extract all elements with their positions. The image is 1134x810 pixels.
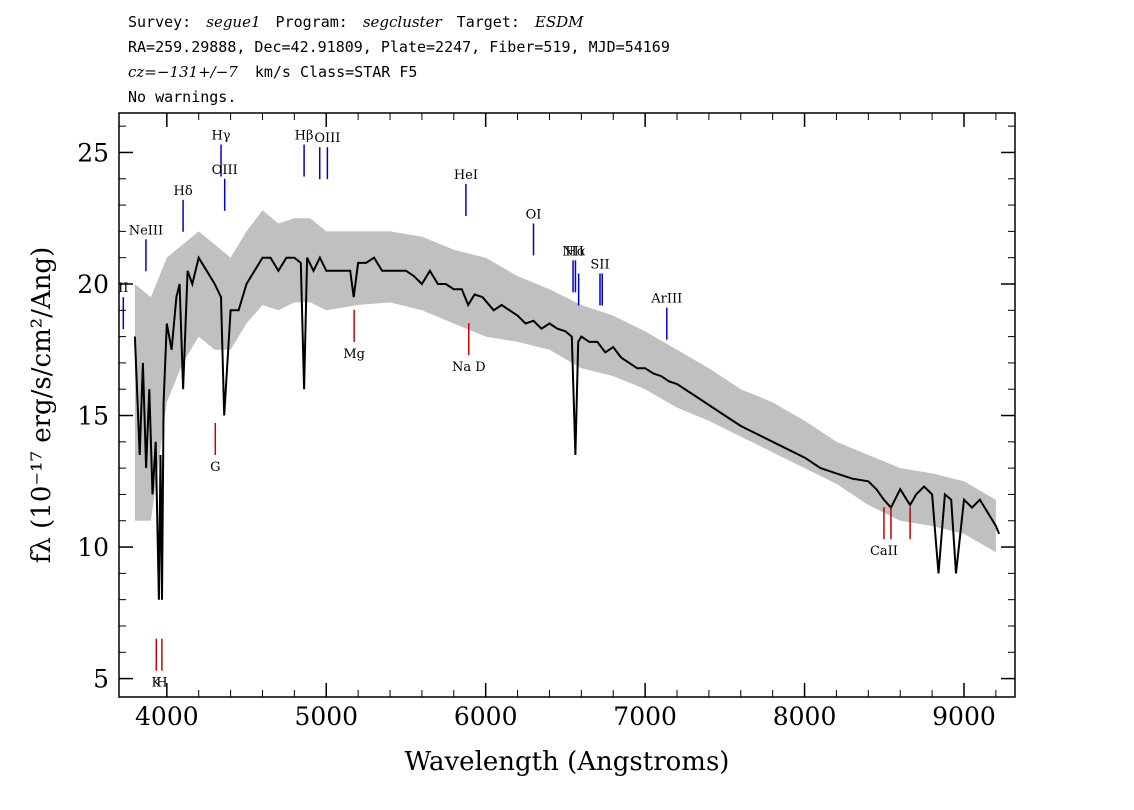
line-label-18: G: [210, 460, 220, 475]
line-label-5: Hβ: [295, 129, 314, 144]
target-value: ESDM: [534, 13, 584, 31]
program-label: Program:: [276, 13, 348, 31]
plot-frame: [118, 112, 1016, 698]
line-label-1: NeIII: [129, 223, 163, 238]
target-label: Target:: [457, 13, 520, 31]
line-label-3: Hγ: [211, 129, 230, 144]
line-label-7: OIII: [314, 131, 340, 146]
line-label-17: H: [156, 676, 167, 691]
y-tick-label-3: 20: [77, 270, 109, 299]
program-value: segcluster: [363, 13, 443, 31]
x-tick-label-0: 4000: [135, 702, 199, 731]
survey-label: Survey:: [128, 13, 191, 31]
line-label-11: Hα: [565, 244, 585, 259]
line-label-10: NII: [562, 244, 584, 259]
y-axis-title: fλ (10⁻¹⁷ erg/s/cm²/Ang): [27, 247, 57, 563]
line-label-4: OIII: [212, 163, 238, 178]
line-label-0: II: [118, 281, 128, 296]
y-tick-label-1: 10: [77, 533, 109, 562]
line-label-19: Mg: [343, 347, 365, 362]
spectrum-header: Survey: segue1 Program: segcluster Targe…: [128, 13, 670, 106]
line-label-20: Na D: [452, 360, 486, 375]
header-line-2: RA=259.29888, Dec=42.91809, Plate=2247, …: [128, 38, 670, 56]
header-line-4: No warnings.: [128, 88, 236, 106]
line-label-15: ArIII: [650, 292, 682, 307]
line-label-13: SII: [590, 257, 609, 272]
x-tick-label-2: 6000: [454, 702, 518, 731]
x-axis-title: Wavelength (Angstroms): [405, 747, 730, 777]
redshift-value: cz=−131+/−7: [128, 63, 238, 81]
x-tick-label-5: 9000: [932, 702, 996, 731]
line-label-8: HeI: [454, 168, 478, 183]
line-label-21: CaII: [870, 544, 898, 559]
class-value: km/s Class=STAR F5: [255, 63, 418, 81]
survey-value: segue1: [206, 13, 260, 31]
axis-ticks: 4000 5000 6000 7000 8000 9000 5 10 15 20 25: [77, 113, 1015, 731]
y-tick-label-2: 15: [77, 402, 109, 431]
y-tick-label-4: 25: [77, 138, 109, 167]
line-label-2: Hδ: [174, 184, 193, 199]
spectrum-line: [133, 255, 1001, 600]
y-tick-label-0: 5: [93, 665, 109, 694]
x-tick-label-1: 5000: [294, 702, 358, 731]
error-band: [134, 210, 996, 553]
header-line-1: Survey: segue1 Program: segcluster Targe…: [128, 13, 584, 31]
line-label-16: K: [151, 676, 161, 691]
line-label-9: OI: [526, 207, 542, 222]
header-line-3: cz=−131+/−7 km/s Class=STAR F5: [128, 63, 417, 81]
x-tick-label-3: 7000: [613, 702, 677, 731]
x-tick-label-4: 8000: [773, 702, 837, 731]
